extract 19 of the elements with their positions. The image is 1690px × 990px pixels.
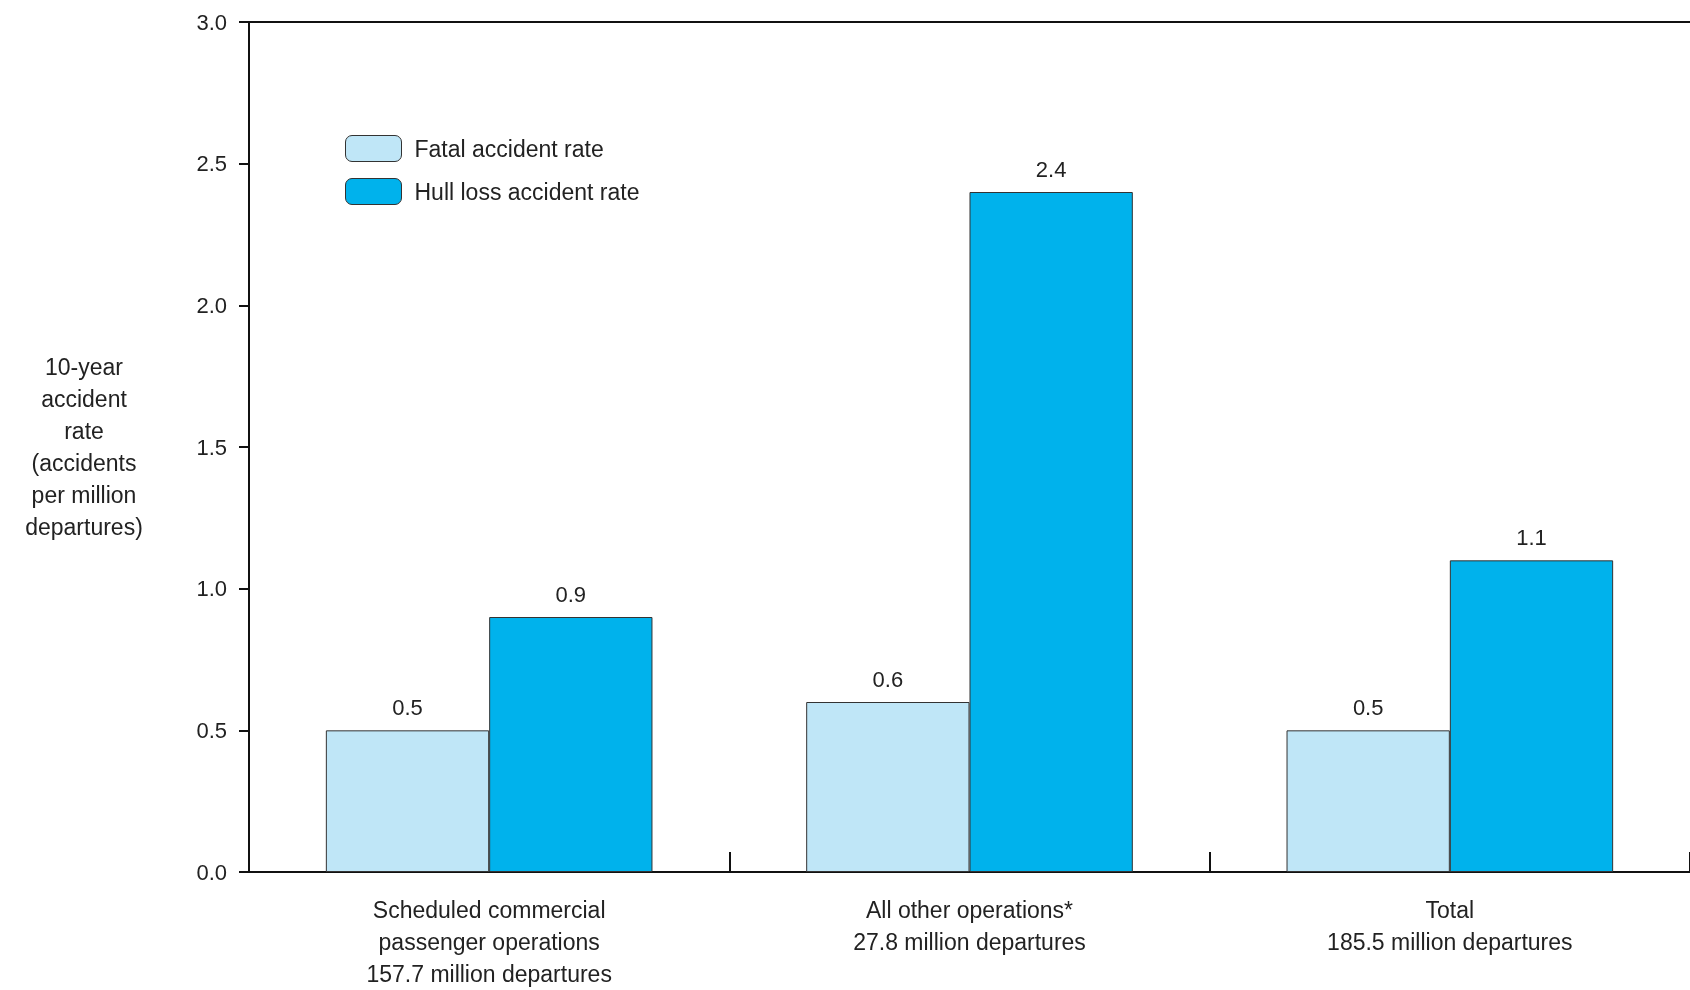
data-label: 0.5 [1352, 694, 1384, 720]
y-tick-label: 2.0 [196, 292, 227, 318]
data-label: 2.4 [1035, 156, 1067, 182]
legend-label: Hull loss accident rate [414, 178, 640, 205]
x-tick-label: Scheduled commercial passenger operations 157.7 million departures [366, 897, 612, 987]
y-tick-label: 0.5 [196, 717, 227, 743]
data-label: 0.6 [872, 666, 904, 692]
y-tick-label: 1.0 [196, 576, 227, 602]
y-tick-label: 1.5 [196, 434, 227, 460]
y-tick-label: 2.5 [196, 151, 227, 177]
data-label: 1.1 [1516, 524, 1547, 550]
x-tick-label: All other operations* 27.8 million departures [853, 897, 1086, 955]
y-tick-label: 3.0 [196, 9, 227, 35]
data-label: 0.5 [392, 694, 423, 720]
y-axis-title: 10-year accident rate (accidents per million departures) [25, 354, 143, 540]
y-tick-label: 0.0 [196, 859, 227, 885]
legend-label: Fatal accident rate [414, 135, 604, 162]
x-tick-label: Total 185.5 million departures [1327, 897, 1573, 955]
data-label: 0.9 [555, 581, 587, 607]
